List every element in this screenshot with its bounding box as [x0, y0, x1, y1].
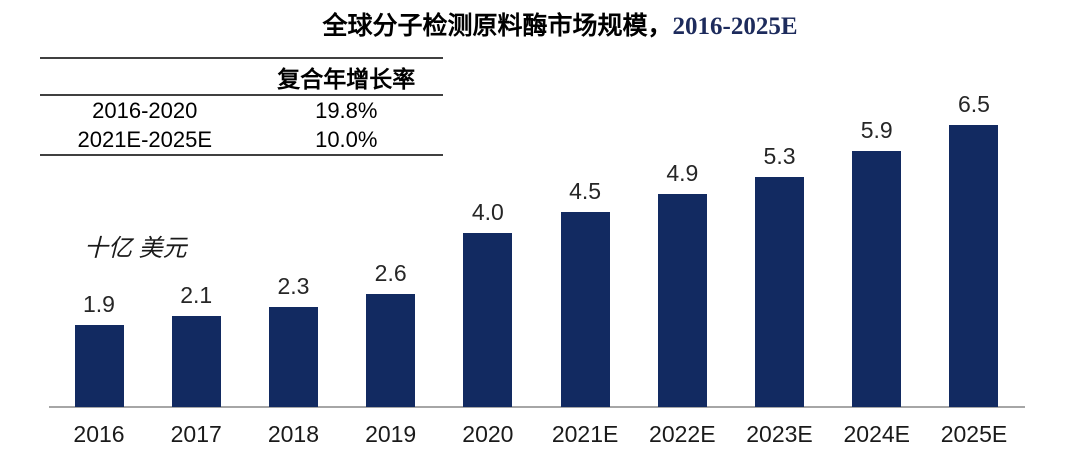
- chart-title-cn: 全球分子检测原料酶市场规模，: [322, 13, 673, 40]
- x-axis-label-2016: 2016: [73, 421, 125, 447]
- bar-value-label-2018: 2.3: [277, 273, 310, 299]
- x-axis-line: [49, 406, 1025, 408]
- cagr-period-1: 2016-2020: [92, 97, 198, 123]
- x-axis-label-2025E: 2025E: [940, 421, 1008, 447]
- bar-2023E: [755, 177, 805, 407]
- bar-value-label-2019: 2.6: [374, 260, 407, 286]
- bar-value-label-2022E: 4.9: [666, 160, 699, 186]
- cagr-header-label: 复合年增长率: [249, 57, 443, 96]
- cagr-period-2: 2021E-2025E: [40, 125, 250, 156]
- cagr-table-row-1: 2016-2020 19.8%: [40, 95, 443, 125]
- bar-2017: [171, 316, 221, 407]
- x-axis-label-2017: 2017: [170, 421, 222, 447]
- bar-value-label-2023E: 5.3: [763, 143, 796, 169]
- chart-title: 全球分子检测原料酶市场规模，2016-2025E: [40, 12, 1080, 42]
- bar-value-label-2016: 1.9: [83, 291, 115, 317]
- bar-2025E: [949, 125, 999, 407]
- bar-value-label-2021E: 4.5: [569, 178, 602, 204]
- bar-2020: [463, 233, 513, 407]
- x-axis-label-2018: 2018: [267, 421, 320, 447]
- bar-2016: [74, 325, 124, 407]
- cagr-rate-2: 10.0%: [249, 125, 443, 156]
- x-axis-label-2024E: 2024E: [843, 421, 910, 447]
- bar-2022E: [657, 194, 707, 407]
- bar-value-label-2024E: 5.9: [860, 117, 893, 143]
- x-axis-label-2021E: 2021E: [551, 421, 619, 447]
- cagr-table-row-2: 2021E-2025E 10.0%: [40, 125, 443, 156]
- x-axis-label-2019: 2019: [365, 421, 417, 447]
- y-axis-unit-label: 十亿 美元: [84, 235, 187, 262]
- cagr-header-empty-cell: [40, 57, 250, 96]
- x-axis-label-2022E: 2022E: [649, 421, 716, 447]
- bar-value-label-2025E: 6.5: [957, 91, 990, 117]
- bar-2024E: [852, 151, 902, 407]
- cagr-table: 复合年增长率 2016-2020 19.8% 2021E-2025E 10.0%: [40, 57, 443, 156]
- cagr-table-header-row: 复合年增长率: [40, 57, 443, 96]
- x-axis-label-2020: 2020: [462, 421, 514, 447]
- chart-title-year-range: 2016-2025E: [672, 13, 798, 40]
- bar-2019: [366, 294, 416, 407]
- bar-2018: [268, 307, 318, 407]
- cagr-rate-1: 19.8%: [315, 97, 378, 123]
- x-axis-label-2023E: 2023E: [746, 421, 813, 447]
- bar-2021E: [560, 212, 610, 407]
- bar-value-label-2020: 4.0: [471, 199, 504, 225]
- bar-value-label-2017: 2.1: [180, 282, 213, 308]
